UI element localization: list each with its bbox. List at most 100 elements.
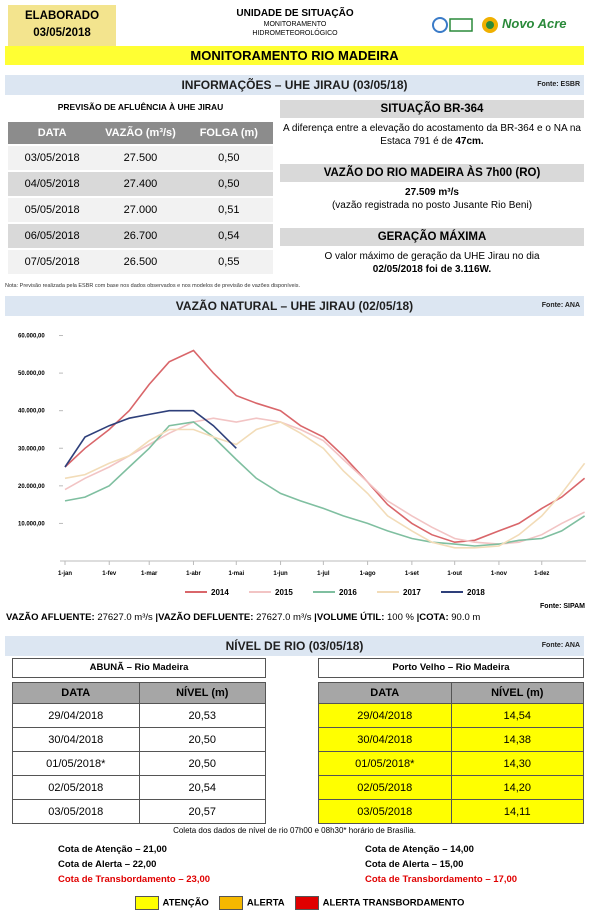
x-tick-label: 1-fev (102, 571, 117, 577)
box-text: 27.509 m³/s (vazão registrada no posto Ju… (280, 182, 584, 216)
cota: Cota de Alerta – 15,00 (365, 859, 464, 870)
cell: 20,57 (138, 799, 266, 824)
flow-value: 100 % (387, 612, 417, 623)
y-tick-label: 50.000,00 (18, 371, 45, 377)
table-title: PREVISÃO DE AFLUÊNCIA À UHE JIRAU (57, 102, 224, 112)
banner: MONITORAMENTO RIO MADEIRA (5, 46, 584, 65)
legend-swatch (134, 896, 159, 910)
cell: 14,30 (450, 751, 584, 776)
cell: 27.500 (96, 144, 185, 171)
cell: 29/04/2018 (318, 703, 452, 728)
cell: 02/05/2018 (318, 775, 452, 800)
cell: 0,50 (184, 170, 273, 197)
cell: 26.700 (96, 222, 185, 249)
legend-label: 2017 (403, 588, 421, 597)
source: Fonte: ESBR (537, 81, 580, 88)
cell: 20,50 (138, 751, 266, 776)
series-line (64, 421, 586, 549)
legend-label: ALERTA (246, 897, 285, 909)
unit: UNIDADE DE SITUAÇÃO MONITORAMENTO HIDROM… (200, 8, 390, 38)
text: O valor máximo de geração da UHE Jirau n… (324, 251, 540, 262)
x-tick-label: 1-mar (141, 571, 158, 577)
flow-line: VAZÃO AFLUENTE: 27627.0 m³/s |VAZÃO DEFL… (6, 612, 480, 623)
box-title: SITUAÇÃO BR-364 (280, 100, 584, 118)
cell: 14,20 (450, 775, 584, 800)
x-tick-label: 1-jan (58, 571, 72, 577)
cell: 01/05/2018* (12, 751, 140, 776)
row: 02/05/2018 14,20 (318, 775, 584, 800)
cell: 26.500 (96, 248, 185, 274)
header-row: DATA NÍVEL (m) (318, 682, 584, 704)
row: 30/04/2018 20,50 (12, 727, 266, 752)
cota: Cota de Atenção – 14,00 (365, 844, 474, 855)
cell: 06/05/2018 (8, 222, 97, 249)
x-tick-label: 1-abr (186, 571, 201, 577)
chart: 10.000,00 20.000,00 30.000,00 40.000,00 50.0… (18, 334, 586, 597)
row: 03/05/2018 27.500 0,50 (8, 144, 273, 171)
cell: 20,54 (138, 775, 266, 800)
chart-title: VAZÃO NATURAL – UHE JIRAU (02/05/18) (175, 299, 414, 313)
row: 01/05/2018* 20,50 (12, 751, 266, 776)
flow-label: VAZÃO AFLUENTE: (6, 612, 98, 623)
row: 07/05/2018 26.500 0,55 (8, 248, 273, 274)
cell: 0,54 (184, 222, 273, 249)
row: 30/04/2018 14,38 (318, 727, 584, 752)
logo-text: Novo Acre (502, 16, 567, 31)
unit-title: UNIDADE DE SITUAÇÃO (236, 8, 354, 19)
flow-label: |COTA: (416, 612, 452, 623)
table-title: Porto Velho – Rio Madeira (318, 658, 584, 678)
table: DATA NÍVEL (m) 29/04/2018 20,53 30/04/2018 20… (12, 682, 266, 824)
note: Nota: Previsão realizada pela ESBR com b… (5, 283, 301, 289)
text: (vazão registrada no posto Jusante Rio B… (331, 200, 533, 211)
x-tick-label: 1-out (447, 571, 462, 577)
cell: 03/05/2018 (8, 144, 97, 171)
section-title: INFORMAÇÕES – UHE JIRAU (03/05/18) (181, 78, 408, 92)
cell: 0,50 (184, 144, 273, 171)
cell: 02/05/2018 (12, 775, 140, 800)
header-cell: DATA (8, 122, 97, 145)
y-tick-label: 40.000,00 (18, 409, 45, 415)
y-tick-label: 60.000,00 (18, 334, 45, 340)
flow-label: |VAZÃO DEFLUENTE: (155, 612, 257, 623)
section-bar: NÍVEL DE RIO (03/05/18) Fonte: ANA (5, 636, 584, 656)
series-line (64, 349, 586, 544)
x-tick-label: 1-jul (317, 571, 330, 577)
section-bar: VAZÃO NATURAL – UHE JIRAU (02/05/18) Font… (5, 296, 584, 316)
row: 04/05/2018 27.400 0,50 (8, 170, 273, 197)
header-cell: DATA (12, 682, 140, 704)
text: 27.509 m³/s (405, 187, 459, 198)
header-row: DATA NÍVEL (m) (12, 682, 266, 704)
source: Fonte: ANA (541, 642, 580, 649)
elaborado-box: ELABORADO 03/05/2018 (8, 5, 116, 46)
row: 02/05/2018 20,54 (12, 775, 266, 800)
cota: Cota de Atenção – 21,00 (58, 844, 167, 855)
series-line (64, 421, 586, 547)
row: 29/04/2018 14,54 (318, 703, 584, 728)
cell: 14,54 (450, 703, 584, 728)
row: 29/04/2018 20,53 (12, 703, 266, 728)
cell: 20,53 (138, 703, 266, 728)
cell: 14,38 (450, 727, 584, 752)
cota: Cota de Alerta – 22,00 (58, 859, 157, 870)
cell: 0,51 (184, 196, 273, 223)
box-text: O valor máximo de geração da UHE Jirau n… (280, 246, 584, 280)
section-bar: INFORMAÇÕES – UHE JIRAU (03/05/18) Fonte:… (5, 75, 584, 95)
box-title: VAZÃO DO RIO MADEIRA ÀS 7h00 (RO) (280, 164, 584, 182)
y-tick-label: 10.000,00 (18, 521, 45, 527)
unit-sub: MONITORAMENTO (263, 21, 327, 28)
cell: 30/04/2018 (318, 727, 452, 752)
logo-icon (432, 17, 473, 33)
source: Fonte: SIPAM (540, 603, 585, 610)
box-text: A diferença entre a elevação do acostame… (280, 118, 584, 152)
legend-swatch (294, 896, 319, 910)
level-table: ABUNÃ – Rio Madeira DATA NÍVEL (m) 29/04/20… (12, 658, 266, 824)
note: Coleta dos dados de nível de rio 07h00 e… (173, 826, 416, 835)
unit-sub: HIDROMETEOROLÓGICO (252, 30, 338, 37)
series-line (64, 409, 237, 468)
cell: 05/05/2018 (8, 196, 97, 223)
legend: ATENÇÃO ALERTA ALERTA TRANSBORDAMENTO (0, 896, 589, 910)
row: 06/05/2018 26.700 0,54 (8, 222, 273, 249)
series-line (64, 417, 585, 545)
header-cell: NÍVEL (m) (138, 682, 266, 704)
